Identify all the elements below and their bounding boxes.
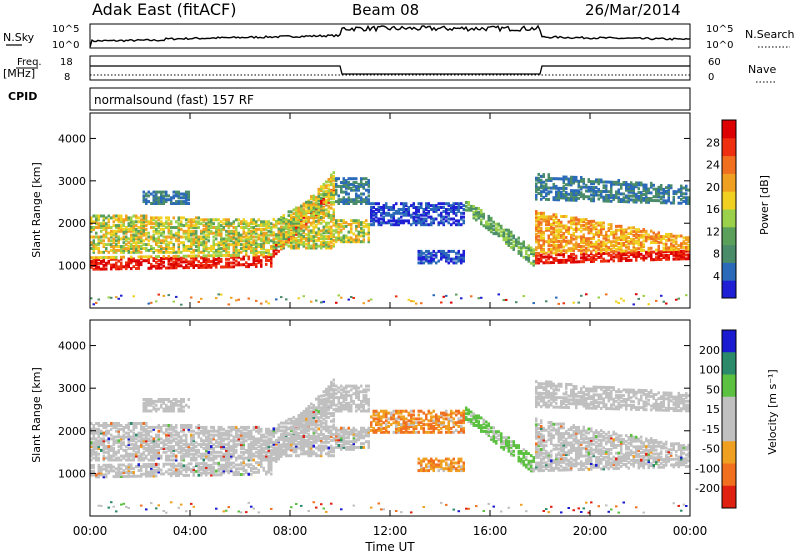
x-axis: 00:00 04:00 08:00 12:00 16:00 20:00 00:00: [73, 113, 708, 538]
nsearch-label: N.Search: [745, 28, 795, 41]
y-tick-label: 2000: [58, 217, 86, 230]
power-colorbar: 4 8 12 16 20 24 28: [706, 119, 737, 299]
cpid-frame: [89, 87, 691, 111]
x-tick-label: 20:00: [573, 524, 608, 538]
colorbar-tick-label: 16: [706, 203, 720, 216]
cpid-label: CPID: [8, 90, 37, 103]
colorbar-tick-label: 15: [706, 403, 720, 416]
colorbar-swatch: [722, 352, 736, 375]
frequency-trace: [90, 65, 690, 75]
y-tick-label: 3000: [58, 175, 86, 188]
power-y-ticks: 1000 2000 3000 4000: [58, 132, 690, 273]
colorbar-swatch: [722, 173, 736, 192]
colorbar-swatch: [722, 463, 736, 487]
freq-panel: Freq. [MHz] 18 8 60 0 Nave: [3, 55, 776, 83]
freq-tick-bottom: 8: [64, 72, 70, 83]
colorbar-swatch: [722, 120, 736, 139]
nave-tick-bottom: 0: [708, 72, 714, 83]
velocity-y-ticks: 1000 2000 3000 4000: [58, 340, 690, 480]
colorbar-tick-label: -100: [695, 462, 720, 475]
colorbar-tick-label: 24: [706, 159, 720, 172]
y-tick-label: 4000: [58, 340, 86, 353]
colorbar-tick-label: 8: [713, 248, 720, 261]
colorbar-tick-label: 12: [706, 225, 720, 238]
power-scatter-cells: [90, 171, 690, 306]
colorbar-swatch: [722, 155, 736, 174]
velocity-scatter-cells: [90, 378, 690, 514]
cpid-mode: normalsound (fast) 157 RF: [94, 93, 254, 107]
nsky-trace: [89, 24, 691, 48]
y-tick-label: 3000: [58, 382, 86, 395]
colorbar-swatch: [722, 330, 736, 353]
nsearch-tick-top: 10^5: [706, 24, 733, 35]
x-tick-label: 00:00: [673, 524, 708, 538]
colorbar-swatch: [722, 262, 736, 281]
x-tick-label: 12:00: [373, 524, 408, 538]
nsky-panel: N.Sky 10^5 10^0 10^5 10^0 N.Search: [3, 23, 795, 51]
beam-title: Beam 08: [352, 1, 419, 19]
velocity-colorbar: 200 100 50 15 -15 -50 -100 -200: [695, 329, 737, 509]
colorbar-swatch: [722, 441, 736, 464]
colorbar-swatch: [722, 485, 736, 509]
velocity-colorbar-label: Velocity [m s⁻¹]: [766, 369, 779, 454]
power-colorbar-label: Power [dB]: [758, 175, 771, 235]
x-axis-label: Time UT: [364, 540, 415, 554]
freq-label: Freq.: [17, 57, 42, 68]
colorbar-swatch: [722, 396, 736, 420]
nsky-tick-top: 10^5: [52, 24, 79, 35]
x-tick-label: 00:00: [73, 524, 108, 538]
colorbar-tick-label: 200: [699, 344, 720, 357]
station-title: Adak East (fitACF): [92, 0, 236, 19]
colorbar-swatch: [722, 244, 736, 263]
date-title: 26/Mar/2014: [585, 1, 681, 19]
x-tick-label: 08:00: [273, 524, 308, 538]
nsky-tick-bottom: 10^0: [52, 40, 79, 51]
colorbar-swatch: [722, 209, 736, 228]
colorbar-tick-label: -15: [702, 423, 720, 436]
power-ylabel: Slant Range [km]: [30, 162, 43, 258]
freq-unit-label: [MHz]: [3, 67, 35, 80]
velocity-panel: Slant Range [km] 1000 2000 3000 4000 200 100…: [30, 319, 779, 517]
freq-frame: [89, 55, 691, 81]
colorbar-tick-label: 28: [706, 136, 720, 149]
y-tick-label: 1000: [58, 260, 86, 273]
velocity-ylabel: Slant Range [km]: [30, 367, 43, 463]
y-tick-label: 1000: [58, 467, 86, 480]
colorbar-tick-label: 50: [706, 383, 720, 396]
freq-tick-top: 18: [60, 57, 73, 68]
nave-tick-top: 60: [708, 57, 721, 68]
y-tick-label: 2000: [58, 425, 86, 438]
x-tick-label: 16:00: [473, 524, 508, 538]
colorbar-tick-label: 4: [713, 270, 720, 283]
nsearch-tick-bottom: 10^0: [706, 40, 733, 51]
colorbar-swatch: [722, 280, 736, 299]
nsky-frame: [89, 23, 691, 49]
x-tick-label: 04:00: [173, 524, 208, 538]
colorbar-tick-label: -50: [702, 443, 720, 456]
nave-label: Nave: [748, 63, 776, 76]
power-panel: Slant Range [km] 1000 2000 3000 4000 4 8 12 16…: [30, 112, 771, 309]
colorbar-tick-label: 20: [706, 181, 720, 194]
colorbar-swatch: [722, 226, 736, 246]
colorbar-swatch: [722, 419, 736, 442]
nsky-label: N.Sky: [3, 31, 35, 44]
colorbar-tick-label: -200: [695, 482, 720, 495]
y-tick-label: 4000: [58, 132, 86, 145]
colorbar-tick-label: 100: [699, 364, 720, 377]
colorbar-swatch: [722, 137, 736, 157]
colorbar-swatch: [722, 191, 736, 210]
colorbar-swatch: [722, 374, 736, 398]
